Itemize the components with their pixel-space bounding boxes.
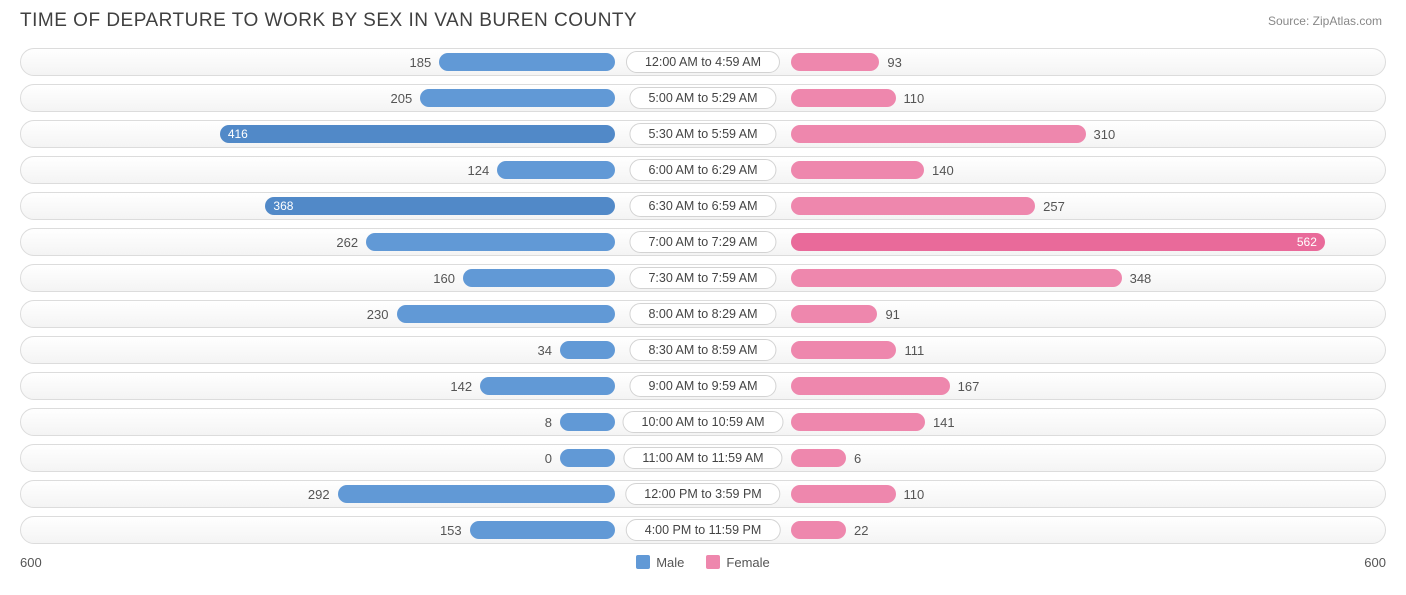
- female-value-label: 562: [1297, 235, 1317, 249]
- female-value-label: 140: [932, 163, 954, 178]
- male-bar: [338, 485, 615, 503]
- female-bar: [791, 305, 877, 323]
- category-label: 5:00 AM to 5:29 AM: [629, 87, 776, 109]
- male-value-label: 416: [228, 127, 248, 141]
- male-value-label: 262: [336, 235, 358, 250]
- chart-title: TIME OF DEPARTURE TO WORK BY SEX IN VAN …: [20, 10, 637, 32]
- chart-row: 185 93 12:00 AM to 4:59 AM: [20, 44, 1386, 80]
- category-label: 12:00 AM to 4:59 AM: [626, 51, 780, 73]
- female-bar: 562: [791, 233, 1325, 251]
- chart-row: 292 110 12:00 PM to 3:59 PM: [20, 476, 1386, 512]
- female-value-label: 91: [885, 307, 899, 322]
- axis-max-left: 600: [20, 555, 42, 570]
- legend-swatch: [706, 555, 720, 569]
- female-bar: [791, 449, 846, 467]
- male-bar: [366, 233, 615, 251]
- male-bar: [560, 341, 615, 359]
- male-value-label: 368: [273, 199, 293, 213]
- male-bar: [463, 269, 615, 287]
- female-bar: [791, 125, 1086, 143]
- category-label: 8:30 AM to 8:59 AM: [629, 339, 776, 361]
- male-bar: [420, 89, 615, 107]
- male-value-label: 142: [450, 379, 472, 394]
- category-label: 7:00 AM to 7:29 AM: [629, 231, 776, 253]
- axis-max-right: 600: [1364, 555, 1386, 570]
- male-value-label: 160: [433, 271, 455, 286]
- chart-row: 142 167 9:00 AM to 9:59 AM: [20, 368, 1386, 404]
- female-bar: [791, 485, 896, 503]
- legend-item: Male: [636, 555, 684, 570]
- female-value-label: 141: [933, 415, 955, 430]
- female-value-label: 6: [854, 451, 861, 466]
- legend: Male Female: [636, 555, 770, 570]
- category-label: 10:00 AM to 10:59 AM: [623, 411, 784, 433]
- chart-row: 205 110 5:00 AM to 5:29 AM: [20, 80, 1386, 116]
- category-label: 7:30 AM to 7:59 AM: [629, 267, 776, 289]
- chart-row: 368 257 6:30 AM to 6:59 AM: [20, 188, 1386, 224]
- chart-row: 124 140 6:00 AM to 6:29 AM: [20, 152, 1386, 188]
- female-bar: [791, 161, 924, 179]
- chart-row: 8 141 10:00 AM to 10:59 AM: [20, 404, 1386, 440]
- chart-row: 160 348 7:30 AM to 7:59 AM: [20, 260, 1386, 296]
- category-label: 12:00 PM to 3:59 PM: [625, 483, 780, 505]
- male-bar: [560, 449, 615, 467]
- male-value-label: 185: [410, 55, 432, 70]
- male-bar: [439, 53, 615, 71]
- female-value-label: 167: [958, 379, 980, 394]
- category-label: 5:30 AM to 5:59 AM: [629, 123, 776, 145]
- legend-label: Female: [726, 555, 769, 570]
- male-bar: 416: [220, 125, 615, 143]
- female-bar: [791, 341, 896, 359]
- chart-row: 262 562 7:00 AM to 7:29 AM: [20, 224, 1386, 260]
- legend-item: Female: [706, 555, 769, 570]
- chart-row: 153 22 4:00 PM to 11:59 PM: [20, 512, 1386, 548]
- female-value-label: 93: [887, 55, 901, 70]
- category-label: 9:00 AM to 9:59 AM: [629, 375, 776, 397]
- category-label: 6:00 AM to 6:29 AM: [629, 159, 776, 181]
- female-bar: [791, 521, 846, 539]
- female-bar: [791, 53, 879, 71]
- female-value-label: 22: [854, 523, 868, 538]
- category-label: 8:00 AM to 8:29 AM: [629, 303, 776, 325]
- male-value-label: 8: [545, 415, 552, 430]
- female-bar: [791, 89, 896, 107]
- female-bar: [791, 377, 950, 395]
- male-bar: 368: [265, 197, 615, 215]
- chart-row: 230 91 8:00 AM to 8:29 AM: [20, 296, 1386, 332]
- male-value-label: 292: [308, 487, 330, 502]
- male-value-label: 124: [468, 163, 490, 178]
- female-value-label: 110: [904, 487, 925, 502]
- chart-row: 0 6 11:00 AM to 11:59 AM: [20, 440, 1386, 476]
- female-bar: [791, 413, 925, 431]
- male-bar: [560, 413, 615, 431]
- male-bar: [397, 305, 616, 323]
- chart-row: 34 111 8:30 AM to 8:59 AM: [20, 332, 1386, 368]
- female-value-label: 257: [1043, 199, 1065, 214]
- male-bar: [480, 377, 615, 395]
- chart-area: 185 93 12:00 AM to 4:59 AM 205 110 5:00 AM to…: [20, 44, 1386, 548]
- legend-swatch: [636, 555, 650, 569]
- female-value-label: 348: [1130, 271, 1152, 286]
- male-value-label: 230: [367, 307, 389, 322]
- male-bar: [497, 161, 615, 179]
- category-label: 11:00 AM to 11:59 AM: [623, 447, 782, 469]
- male-value-label: 0: [545, 451, 552, 466]
- chart-row: 416 310 5:30 AM to 5:59 AM: [20, 116, 1386, 152]
- female-bar: [791, 197, 1035, 215]
- chart-header: TIME OF DEPARTURE TO WORK BY SEX IN VAN …: [20, 10, 1386, 32]
- female-bar: [791, 269, 1122, 287]
- female-half: 562: [703, 228, 1325, 256]
- category-label: 4:00 PM to 11:59 PM: [626, 519, 781, 541]
- legend-label: Male: [656, 555, 684, 570]
- male-bar: [470, 521, 615, 539]
- female-value-label: 111: [904, 343, 924, 358]
- male-value-label: 34: [538, 343, 552, 358]
- female-value-label: 110: [904, 91, 925, 106]
- male-value-label: 153: [440, 523, 462, 538]
- chart-source: Source: ZipAtlas.com: [1268, 14, 1382, 28]
- category-label: 6:30 AM to 6:59 AM: [629, 195, 776, 217]
- female-value-label: 310: [1094, 127, 1116, 142]
- axis-row: 600 Male Female 600: [20, 548, 1386, 576]
- male-value-label: 205: [391, 91, 413, 106]
